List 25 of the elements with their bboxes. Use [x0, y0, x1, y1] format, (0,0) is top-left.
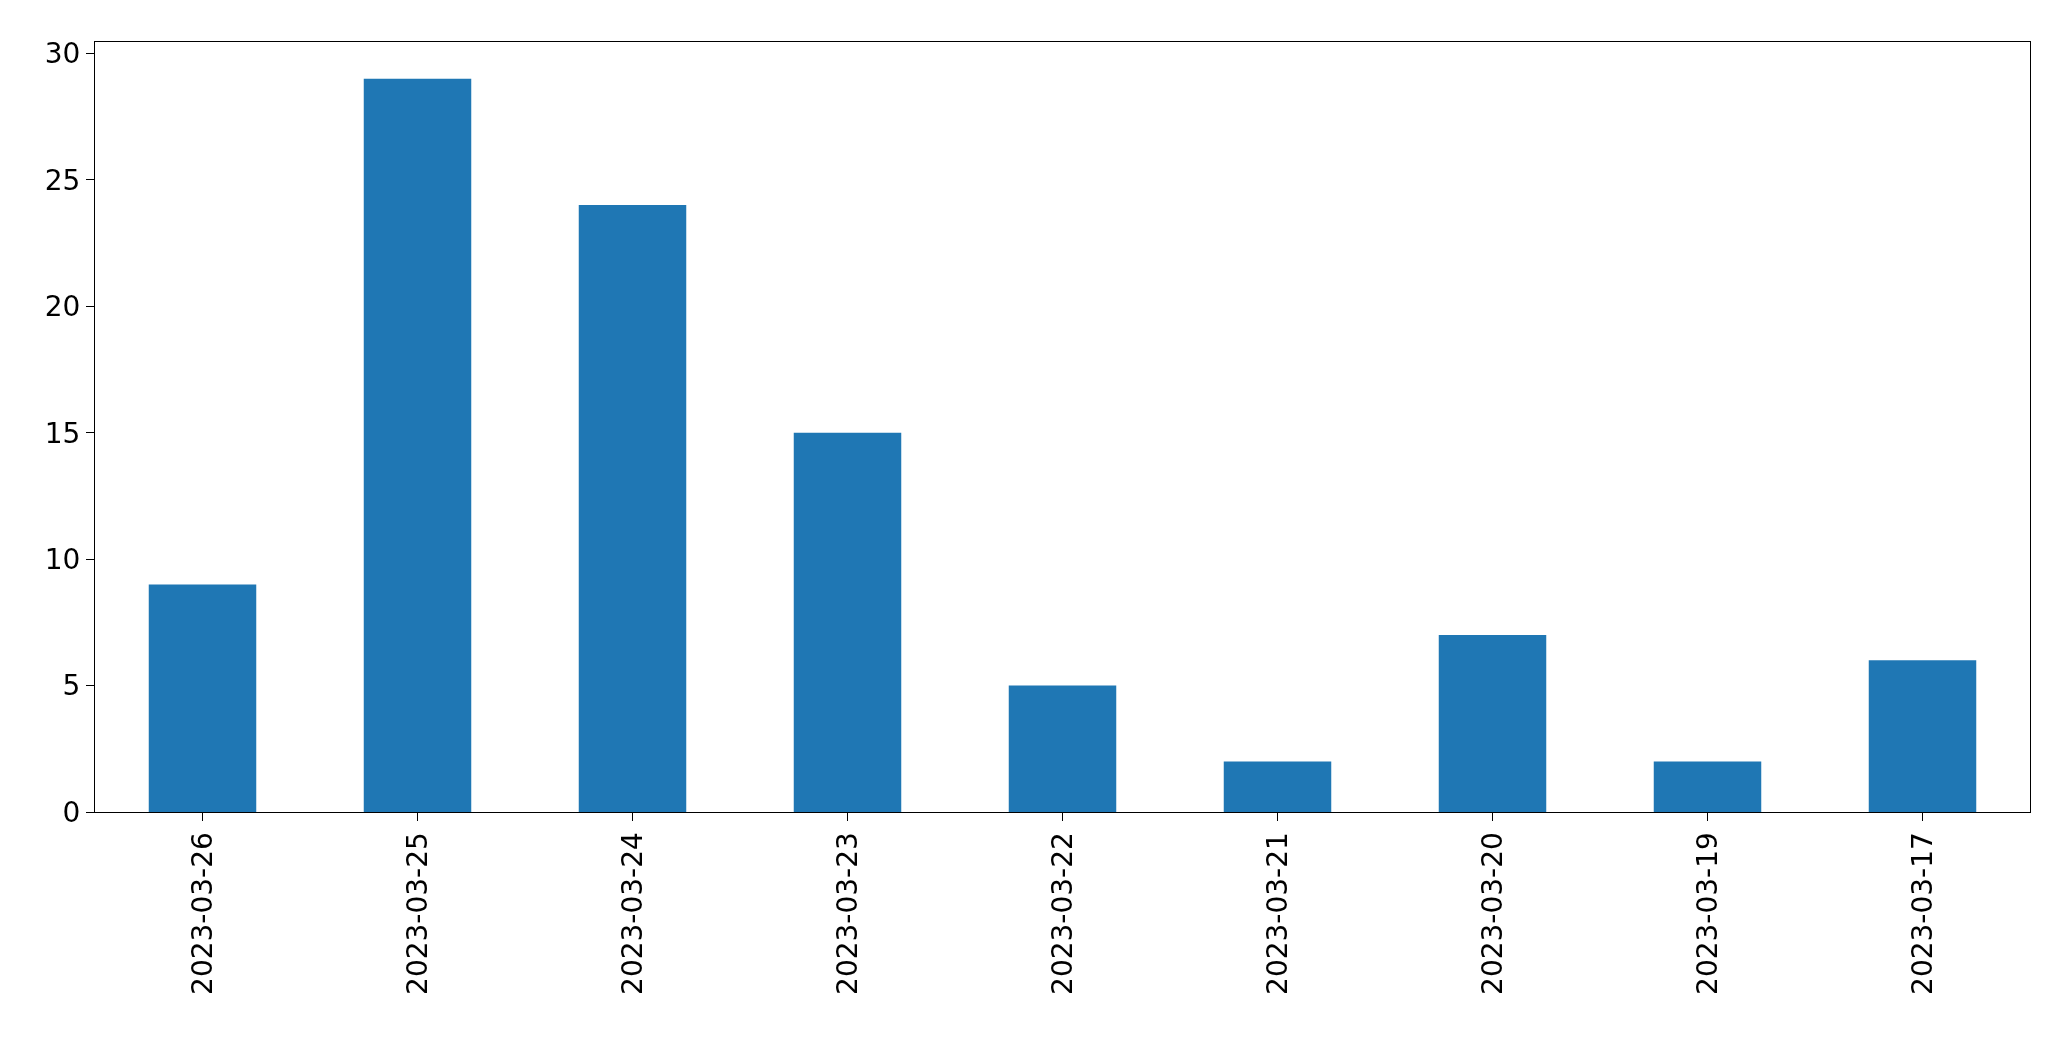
bar: [1438, 634, 1547, 812]
y-tick-label: 5: [62, 669, 81, 703]
bar: [578, 205, 687, 812]
x-tick-label: 2023-03-25: [400, 832, 434, 995]
bar: [1008, 685, 1117, 812]
y-tick-label: 0: [62, 795, 81, 829]
x-tick-label: 2023-03-26: [185, 832, 219, 995]
y-tick-label: 10: [44, 542, 81, 576]
y-tick-label: 30: [44, 37, 81, 71]
x-tick-label: 2023-03-17: [1905, 832, 1939, 995]
x-tick-label: 2023-03-21: [1260, 832, 1294, 995]
x-tick-label: 2023-03-23: [830, 832, 864, 995]
x-tick-label: 2023-03-19: [1690, 832, 1724, 995]
bar: [1223, 761, 1332, 812]
bar: [1868, 660, 1977, 812]
bar: [363, 78, 472, 812]
x-tick-label: 2023-03-20: [1475, 832, 1509, 995]
x-tick-label: 2023-03-22: [1045, 832, 1079, 995]
x-tick-label: 2023-03-24: [615, 832, 649, 995]
bar: [793, 432, 902, 812]
y-tick-label: 25: [44, 163, 81, 197]
bar: [1653, 761, 1762, 812]
y-tick-label: 20: [44, 290, 81, 324]
bar: [148, 584, 257, 812]
y-tick-label: 15: [44, 416, 81, 450]
